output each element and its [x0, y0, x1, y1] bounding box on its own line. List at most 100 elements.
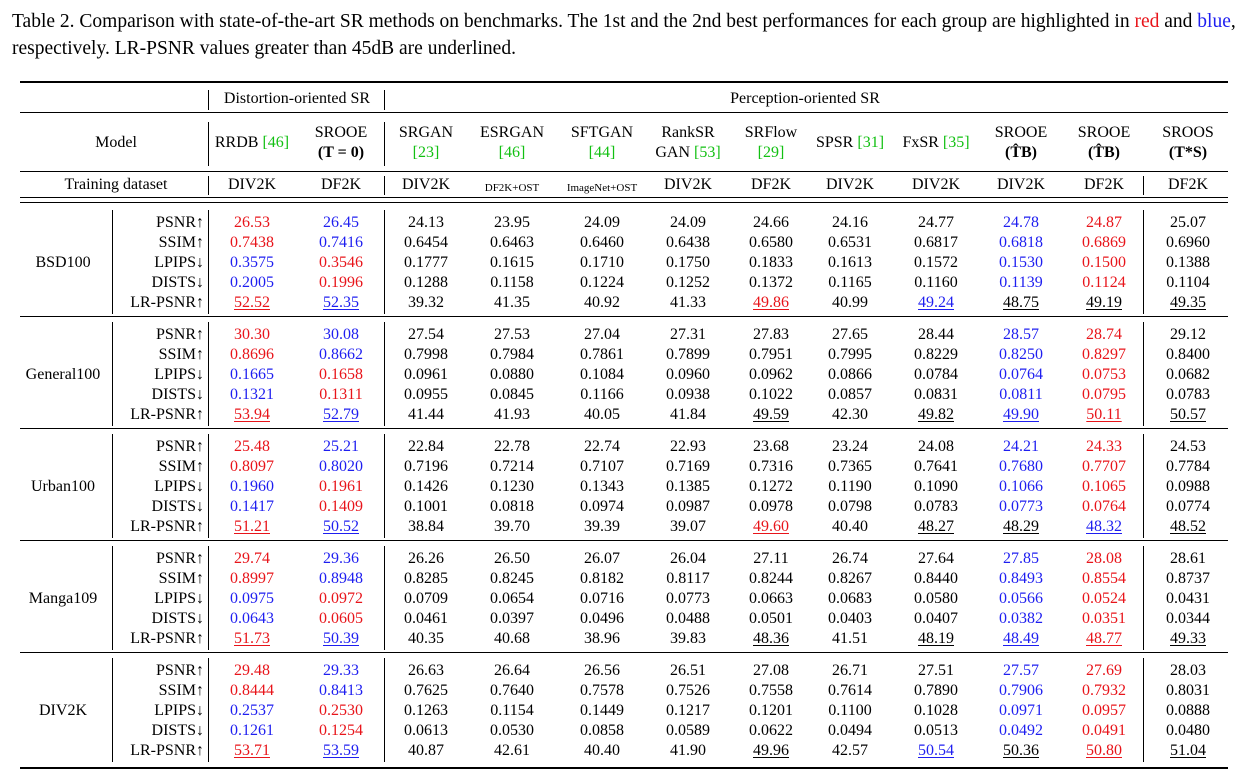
group-manga109-cell: 0.0488 [666, 610, 710, 627]
perception-group-label: Perception-oriented SR [730, 90, 880, 107]
column-header-3-line1: SRGAN [398, 124, 454, 141]
group-general100-cell: 0.0682 [1166, 366, 1210, 383]
group-general100-cell: 0.8400 [1166, 346, 1210, 363]
group-manga109-divider-d [1143, 546, 1144, 650]
group-div2k-cell: 0.1263 [404, 702, 448, 719]
group-general100-cell: 53.94 [234, 406, 270, 423]
group-general100-cell: 0.0845 [490, 386, 534, 403]
group-general100-cell: 0.8696 [230, 346, 274, 363]
group-urban100-cell: 0.1272 [749, 478, 793, 495]
group-general100-cell: 0.0955 [404, 386, 448, 403]
group-manga109-cell: 0.0580 [914, 590, 958, 607]
group-urban100-cell: 22.74 [584, 438, 620, 455]
column-header-9-ref: [35] [942, 134, 970, 151]
group-bsd100-cell: 52.35 [323, 294, 359, 311]
group-urban100-cell: 0.7169 [666, 458, 710, 475]
group-urban100-metric-4: DISTS↓ [151, 498, 204, 515]
group-manga109-cell: 0.0496 [580, 610, 624, 627]
group-urban100-cell: 0.0818 [490, 498, 534, 515]
group-div2k-cell: 26.71 [832, 662, 868, 679]
dataset-divider-2 [384, 176, 385, 195]
group-urban100-cell: 24.21 [1003, 438, 1039, 455]
group-manga109-cell: 0.8117 [666, 570, 710, 587]
group-div2k-cell: 0.1217 [666, 702, 710, 719]
group-urban100-cell: 40.40 [832, 518, 868, 535]
group-div2k-cell: 26.63 [408, 662, 444, 679]
group-div2k-cell: 50.36 [1003, 742, 1039, 759]
group-manga109-metric-3: LPIPS↓ [154, 590, 204, 607]
group-manga109-cell: 40.68 [494, 630, 530, 647]
group-urban100-cell: 0.7365 [828, 458, 872, 475]
group-urban100-cell: 23.68 [753, 438, 789, 455]
group-general100-metric-4: DISTS↓ [151, 386, 204, 403]
group-general100-cell: 0.0811 [999, 386, 1043, 403]
group-urban100-cell: 39.70 [494, 518, 530, 535]
model-label: Model [95, 134, 137, 151]
model-divider-2 [384, 122, 385, 166]
top-rule [20, 81, 1228, 83]
group-manga109-cell: 0.0683 [828, 590, 872, 607]
group-bsd100-cell: 24.16 [832, 214, 868, 231]
group-urban100-cell: 0.1417 [230, 498, 274, 515]
column-header-12-line2: (T*S) [1143, 143, 1233, 163]
group-manga109-cell: 0.0773 [666, 590, 710, 607]
bottom-rule [20, 767, 1228, 769]
group-manga109-cell: 39.83 [670, 630, 706, 647]
group-bsd100-cell: 0.6580 [749, 234, 793, 251]
training-dataset-3: DIV2K [402, 176, 450, 193]
group-bsd100-cell: 0.6454 [404, 234, 448, 251]
group-bsd100-cell: 0.1288 [404, 274, 448, 291]
group-urban100-cell: 0.1066 [999, 478, 1043, 495]
column-header-12-subscript: (T*S) [1168, 144, 1208, 161]
group-div2k-divider-c [384, 658, 385, 762]
group-general100-cell: 0.8250 [999, 346, 1043, 363]
column-header-3-line2: [23] [381, 143, 471, 163]
group-manga109-cell: 26.26 [408, 550, 444, 567]
group-div2k-cell: 0.0858 [580, 722, 624, 739]
column-header-1: RRDB [46] [204, 133, 300, 153]
group-general100-cell: 42.30 [832, 406, 868, 423]
group-div2k-cell: 0.1254 [319, 722, 363, 739]
group-manga109-cell: 0.0403 [828, 610, 872, 627]
group-manga109-cell: 0.8554 [1082, 570, 1126, 587]
group-bsd100-cell: 0.2005 [230, 274, 274, 291]
group-div2k-cell: 0.7890 [914, 682, 958, 699]
group-urban100-cell: 0.1001 [404, 498, 448, 515]
group-urban100-cell: 0.0978 [749, 498, 793, 515]
group-urban100-cell: 0.0783 [914, 498, 958, 515]
group-bsd100-cell: 0.1613 [828, 254, 872, 271]
group-div2k-cell: 0.1154 [490, 702, 534, 719]
group-bsd100-bottom-rule [20, 316, 1228, 317]
group-manga109-cell: 27.85 [1003, 550, 1039, 567]
group-general100-cell: 28.44 [918, 326, 954, 343]
group-general100-bottom-rule [20, 428, 1228, 429]
group-general100-cell: 27.53 [494, 326, 530, 343]
group-div2k-cell: 0.0971 [999, 702, 1043, 719]
group-general100-divider-a [112, 322, 113, 426]
group-urban100-divider-a [112, 434, 113, 538]
training-dataset-8: DIV2K [826, 176, 874, 193]
group-div2k-cell: 27.69 [1086, 662, 1122, 679]
group-bsd100-cell: 0.6531 [828, 234, 872, 251]
group-urban100-cell: 0.7784 [1166, 458, 1210, 475]
column-header-10-line2: (T̂B) [976, 143, 1066, 163]
group-bsd100-cell: 0.6460 [580, 234, 624, 251]
training-dataset-1: DIV2K [228, 176, 276, 193]
group-manga109-cell: 27.64 [918, 550, 954, 567]
group-general100-cell: 0.1166 [580, 386, 624, 403]
group-general100-cell: 27.65 [832, 326, 868, 343]
group-manga109-cell: 28.61 [1170, 550, 1206, 567]
group-bsd100-cell: 24.09 [584, 214, 620, 231]
group-urban100-cell: 0.1961 [319, 478, 363, 495]
column-header-4-line1: ESRGAN [479, 124, 544, 141]
group-general100-cell: 0.0753 [1082, 366, 1126, 383]
group-bsd100-cell: 24.66 [753, 214, 789, 231]
group-bsd100-cell: 0.1530 [999, 254, 1043, 271]
group-general100-cell: 41.44 [408, 406, 444, 423]
group-bsd100-cell: 41.33 [670, 294, 706, 311]
group-bsd100-cell: 49.24 [918, 294, 954, 311]
group-bsd100-cell: 40.99 [832, 294, 868, 311]
group-div2k-metric-3: LPIPS↓ [154, 702, 204, 719]
group-div2k-cell: 41.90 [670, 742, 706, 759]
group-bsd100-cell: 0.3575 [230, 254, 274, 271]
